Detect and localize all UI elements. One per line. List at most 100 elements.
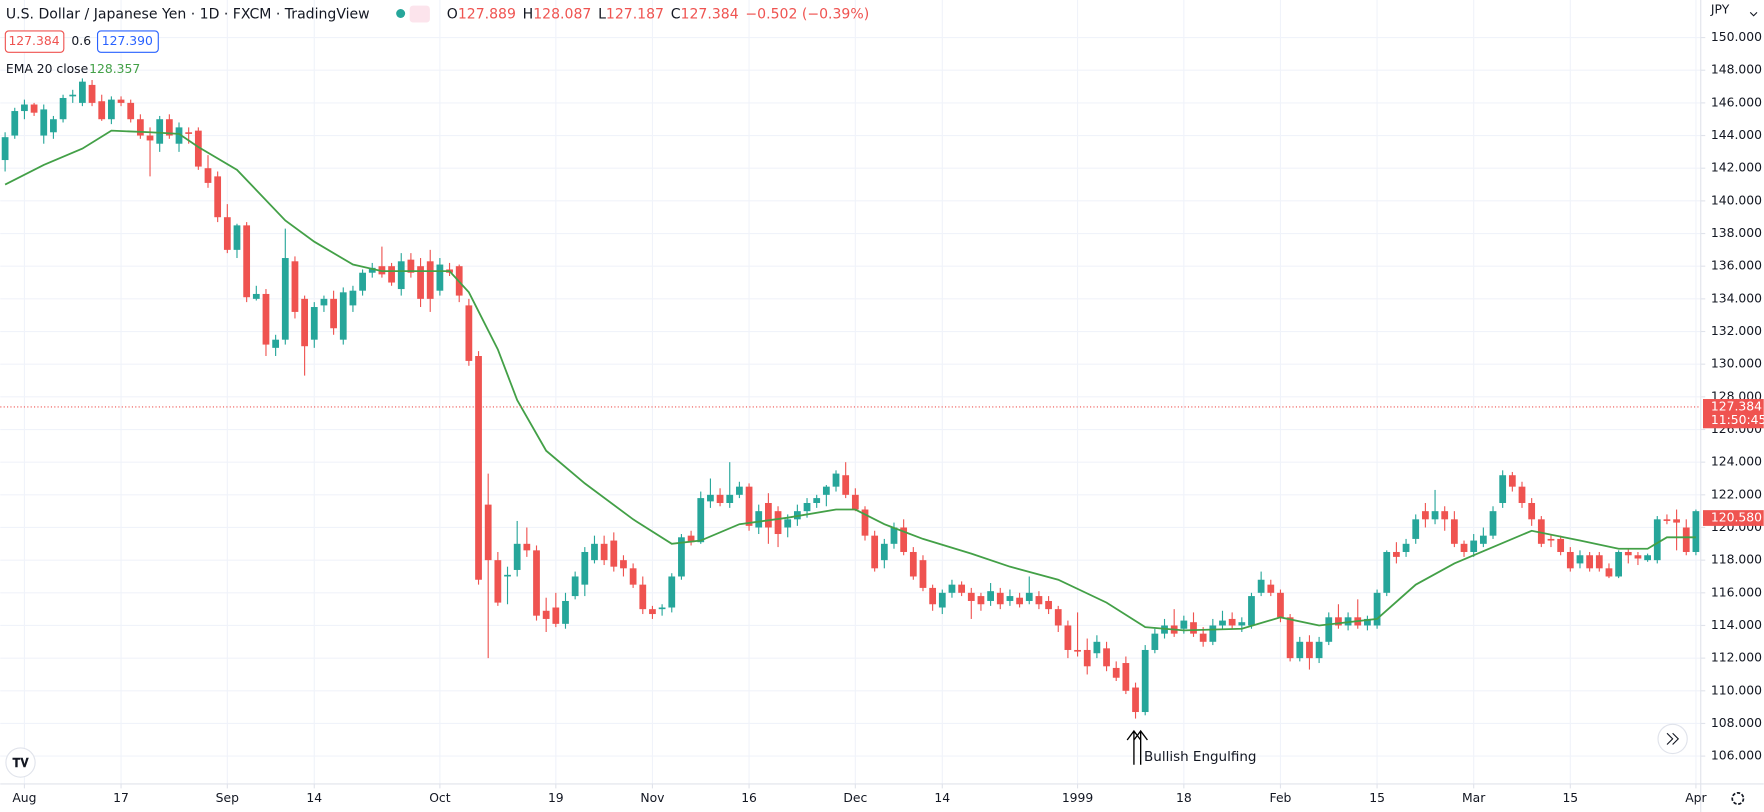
ema-line [4, 129, 1696, 632]
candle-body [687, 535, 695, 543]
candle-body [21, 104, 28, 112]
sell-price[interactable]: 127.384 [8, 34, 59, 48]
candle-body [581, 551, 589, 585]
candle-body [291, 261, 299, 312]
candle-body [996, 592, 1004, 605]
candle-body [1315, 641, 1323, 659]
logo-button[interactable] [5, 747, 36, 778]
annotation-text: Bullish Engulfing [1144, 749, 1256, 765]
price-badge [1702, 399, 1764, 429]
candle-body [175, 127, 183, 144]
candle-body [513, 543, 521, 570]
candle-body [1093, 641, 1101, 654]
candle-body [223, 217, 231, 250]
candle-body [552, 607, 560, 624]
candle-body [755, 511, 763, 528]
candle-body [1422, 511, 1429, 520]
candle-body [69, 94, 77, 97]
candle-body [475, 356, 482, 580]
candle-body [136, 119, 144, 136]
candle-body [1074, 649, 1081, 652]
candle-body [1402, 543, 1410, 552]
x-tick-label: 14 [306, 791, 322, 805]
candle-body [1035, 596, 1043, 605]
candle-body [204, 168, 212, 183]
candle-body [349, 290, 357, 306]
price-badge [1702, 510, 1764, 526]
candle-body [649, 609, 656, 615]
candle-body [1132, 687, 1139, 713]
candle-body [417, 266, 424, 299]
candle-body [784, 519, 792, 528]
candle-body [1219, 620, 1226, 626]
annotation-arrows [1126, 729, 1148, 765]
candle-body [108, 99, 115, 120]
buy-button[interactable] [96, 30, 159, 53]
x-tick-label: 19 [548, 791, 564, 805]
y-tick-label: 150.000 [1711, 30, 1762, 44]
candle-body [523, 543, 531, 551]
svg-text:𝐓𝐕: 𝐓𝐕 [12, 756, 29, 770]
x-tick-label: Feb [1270, 791, 1292, 805]
candle-body [50, 119, 57, 133]
candle-body [1412, 519, 1420, 539]
y-tick-label: 146.000 [1711, 95, 1762, 109]
candle-body [243, 225, 251, 298]
indicator-value: 128.357 [89, 62, 140, 76]
symbol-title: U.S. Dollar / Japanese Yen · 1D · FXCM ·… [6, 7, 370, 23]
buy-price[interactable]: 127.390 [102, 34, 153, 48]
candle-body [310, 307, 318, 340]
axes: 106.000 108.000 110.000 112.000 114.000 116.0… [12, 30, 1764, 805]
candle-body [407, 259, 415, 273]
x-tick-label: 17 [113, 791, 129, 805]
y-tick-label: 110.000 [1711, 683, 1762, 697]
candle-body [948, 584, 956, 593]
candle-body [1644, 555, 1651, 561]
y-tick-label: 148.000 [1711, 63, 1762, 77]
candle-body [1586, 555, 1594, 569]
candle-body [320, 298, 328, 306]
y-tick-label: 114.000 [1711, 618, 1762, 632]
settings-button[interactable] [1731, 792, 1745, 805]
y-tick-label: 136.000 [1711, 259, 1762, 273]
candle-body [388, 266, 395, 283]
candle-body [1566, 551, 1574, 569]
scroll-right-icon[interactable] [1666, 732, 1680, 745]
x-tick-label: Mar [1462, 791, 1486, 805]
y-tick-label: 122.000 [1711, 487, 1762, 501]
candle-body [1663, 519, 1671, 521]
candle-body [707, 494, 714, 502]
candle-body [1267, 584, 1275, 593]
sell-button[interactable] [4, 30, 65, 53]
candle-body [726, 494, 734, 503]
candle-body [194, 130, 202, 167]
currency-dropdown-icon[interactable] [1749, 11, 1758, 17]
candle-body [765, 502, 772, 528]
currency-selector[interactable]: JPY [1710, 3, 1730, 17]
plot [0, 78, 1701, 719]
candle-body [1228, 618, 1236, 626]
candle-body [1286, 617, 1294, 659]
candle-body [1238, 622, 1246, 626]
candle-body [1624, 551, 1632, 556]
y-tick-label: 140.000 [1711, 193, 1762, 207]
candle-body [1277, 592, 1284, 618]
status-badge [409, 5, 430, 23]
ohlc-value: 127.889 [458, 7, 516, 23]
candle-body [1634, 555, 1642, 559]
candle-body [1441, 511, 1449, 520]
candle-body [1383, 551, 1391, 593]
candle-body [571, 576, 579, 597]
candle-body [1306, 641, 1313, 659]
candle-body [678, 537, 685, 577]
candle-body [871, 535, 879, 569]
ohlc-label: C [671, 7, 681, 23]
candle-body [533, 550, 540, 616]
y-tick-label: 108.000 [1711, 716, 1762, 730]
candle-body [185, 132, 193, 134]
candle-body [1615, 551, 1623, 577]
price-badge-countdown: 11:50:45 [1711, 413, 1764, 427]
candle-body [127, 102, 135, 120]
